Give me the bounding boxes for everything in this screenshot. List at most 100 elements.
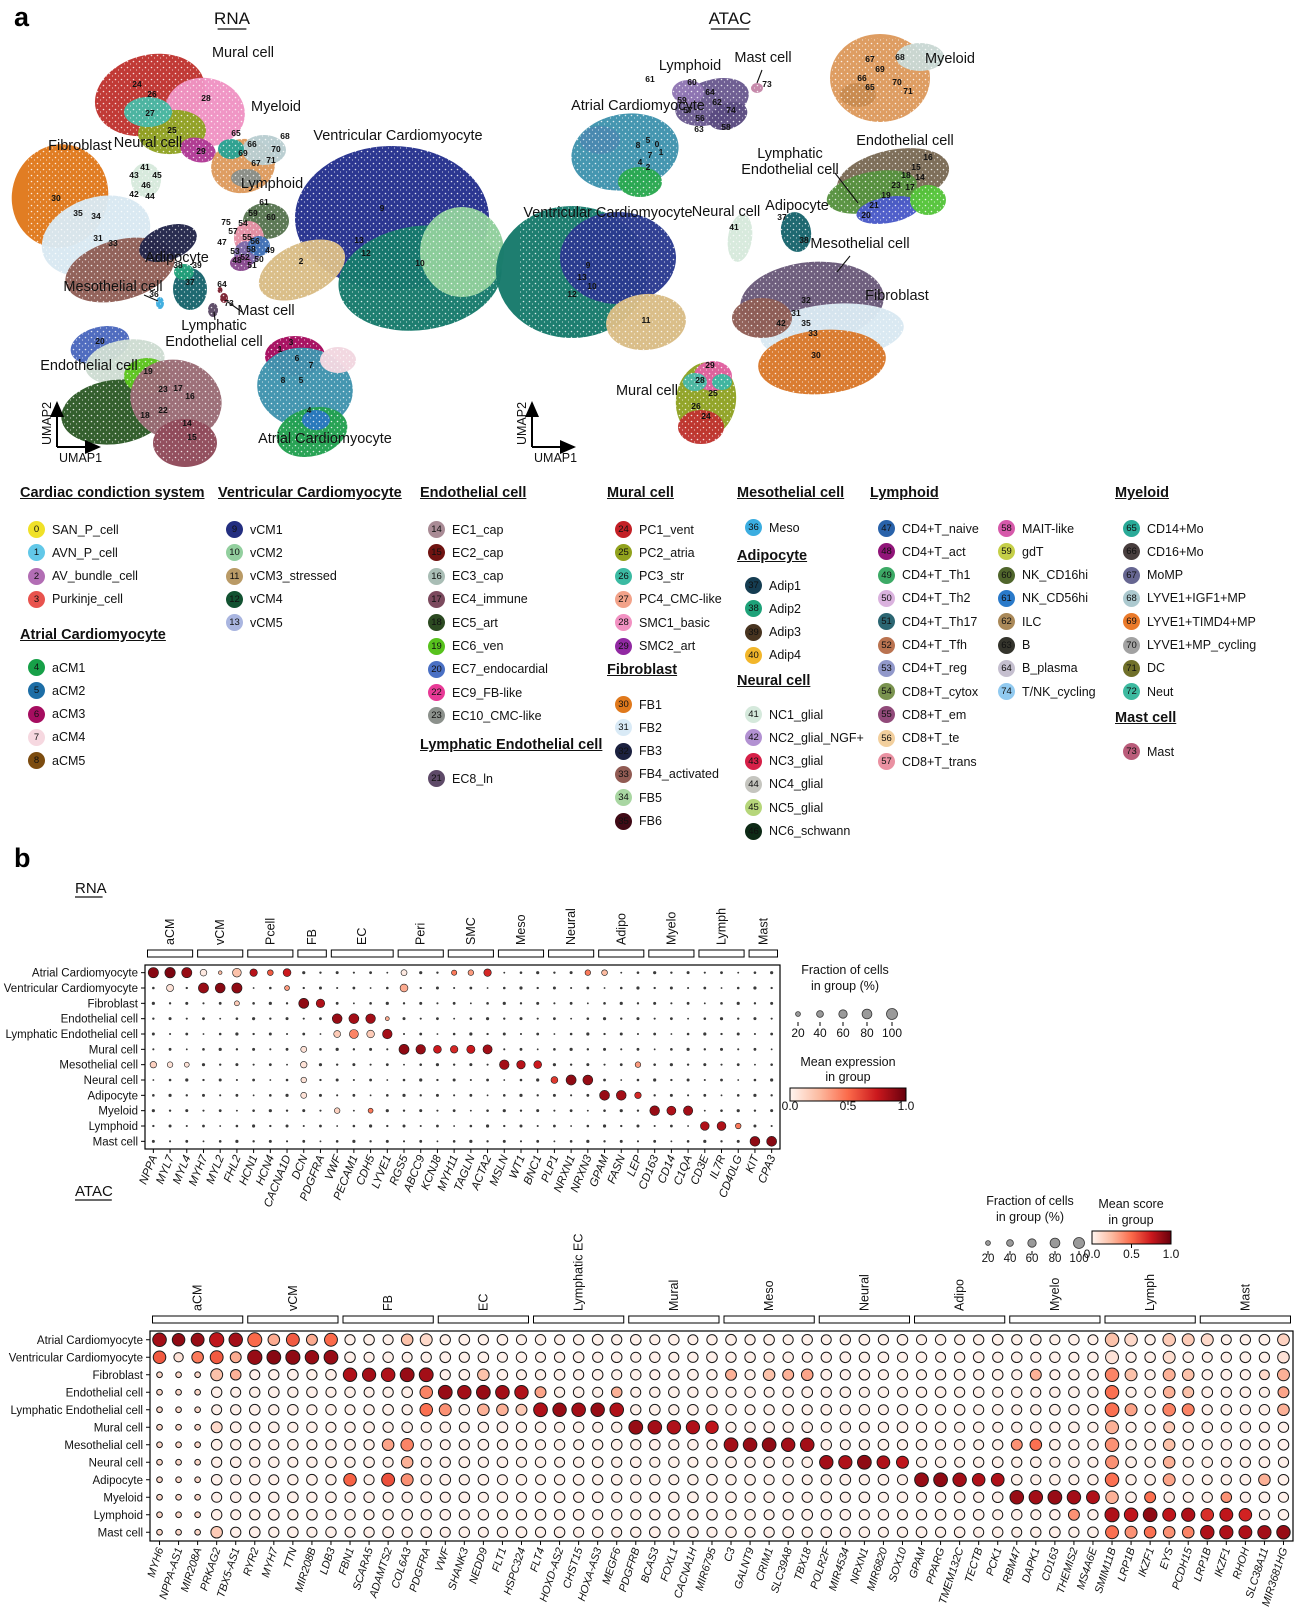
cluster-number: 13 bbox=[354, 235, 364, 245]
row-label: Myeloid bbox=[103, 1492, 143, 1504]
group-bracket bbox=[247, 949, 294, 958]
cluster-number: 52 bbox=[240, 252, 250, 262]
cluster-number: 25 bbox=[167, 125, 177, 135]
cluster-label: Fibroblast bbox=[865, 288, 929, 304]
cluster-label: Ventricular Cardiomyocyte bbox=[313, 128, 482, 144]
cluster-label: Mesothelial cell bbox=[63, 279, 162, 295]
atac_scores-title: ATAC bbox=[75, 1183, 113, 1200]
group-label: Lymph bbox=[1143, 1274, 1157, 1311]
cluster-number: 75 bbox=[221, 217, 231, 227]
cluster-number: 17 bbox=[173, 383, 183, 393]
cluster-number: 54 bbox=[238, 218, 248, 228]
group-bracket bbox=[748, 949, 778, 958]
gene-label: FLT1 bbox=[490, 1546, 509, 1573]
atac_scores-dotplot: ATAC Atrial Cardiomyocyte Ventricular Card… bbox=[9, 1183, 1294, 1608]
gene-label: EYS bbox=[1158, 1546, 1176, 1571]
svg-text:0.0: 0.0 bbox=[782, 1099, 799, 1113]
row-label: Endothelial cell bbox=[66, 1387, 143, 1399]
row-label: Mural cell bbox=[94, 1422, 143, 1434]
svg-text:Fraction of cells: Fraction of cells bbox=[986, 1194, 1074, 1208]
group-bracket bbox=[152, 1315, 244, 1324]
umap1-axis-label: UMAP1 bbox=[534, 451, 577, 465]
cluster-number: 61 bbox=[259, 197, 269, 207]
cluster-number: 20 bbox=[861, 210, 871, 220]
cluster-number: 18 bbox=[140, 410, 150, 420]
rna_markers-title: RNA bbox=[75, 880, 107, 897]
group-label: Lymph bbox=[715, 908, 729, 945]
point-cloud-texture bbox=[520, 38, 994, 462]
cluster-number: 30 bbox=[51, 193, 61, 203]
cluster-number: 33 bbox=[808, 328, 818, 338]
cluster-number: 65 bbox=[231, 128, 241, 138]
svg-text:1.0: 1.0 bbox=[1163, 1247, 1180, 1261]
cluster-number: 34 bbox=[91, 211, 101, 221]
cluster-number: 26 bbox=[691, 401, 701, 411]
gene-label: NEDD9 bbox=[467, 1546, 490, 1585]
gene-label: IKZF1 bbox=[1136, 1546, 1157, 1578]
cluster-number: 64 bbox=[705, 87, 715, 97]
cluster-number: 56 bbox=[695, 113, 705, 123]
cluster-label: Neural cell bbox=[692, 204, 761, 220]
cluster-label: Ventricular Cardiomyocyte bbox=[523, 205, 692, 221]
cluster-number: 61 bbox=[645, 74, 655, 84]
cluster-number: 53 bbox=[230, 246, 240, 256]
cluster-label: Mast cell bbox=[237, 303, 294, 319]
cluster-number: 50 bbox=[254, 254, 264, 264]
row-label: Lymphatic Endothelial cell bbox=[5, 1029, 138, 1041]
cluster-number: 70 bbox=[892, 77, 902, 87]
svg-text:0.5: 0.5 bbox=[1123, 1247, 1140, 1261]
gene-label: RYR2 bbox=[241, 1546, 261, 1577]
group-bracket bbox=[914, 1315, 1006, 1324]
svg-text:60: 60 bbox=[1026, 1253, 1039, 1265]
group-bracket bbox=[548, 949, 595, 958]
cluster-number: 6 bbox=[295, 353, 300, 363]
gene-label: LRP1B bbox=[1192, 1546, 1214, 1583]
cluster-number: 68 bbox=[895, 52, 905, 62]
svg-text:1.0: 1.0 bbox=[898, 1099, 915, 1113]
group-label: aCM bbox=[163, 919, 177, 945]
cluster-label: Adipocyte bbox=[145, 250, 209, 266]
row-label: Mast cell bbox=[93, 1136, 138, 1148]
cluster-number: 36 bbox=[149, 289, 159, 299]
cluster-number: 62 bbox=[712, 97, 722, 107]
svg-text:Mean expression: Mean expression bbox=[800, 1055, 895, 1069]
cluster-number: 1 bbox=[278, 344, 283, 354]
svg-text:in group: in group bbox=[1108, 1213, 1153, 1227]
cluster-number: 28 bbox=[695, 375, 705, 385]
cluster-number: 41 bbox=[729, 222, 739, 232]
group-bracket bbox=[147, 949, 194, 958]
cluster-number: 4 bbox=[307, 405, 312, 415]
cluster-number: 10 bbox=[587, 281, 597, 291]
group-label: SMC bbox=[464, 917, 478, 945]
panel-b-label: b bbox=[14, 843, 31, 873]
cluster-number: 15 bbox=[911, 162, 921, 172]
cluster-label: Mural cell bbox=[212, 45, 274, 61]
cluster-number: 24 bbox=[701, 411, 711, 421]
cluster-number: 51 bbox=[247, 260, 257, 270]
cluster-number: 44 bbox=[145, 191, 155, 201]
cluster-number: 60 bbox=[687, 77, 697, 87]
cluster-number: 71 bbox=[266, 155, 276, 165]
group-bracket bbox=[330, 949, 394, 958]
svg-text:100: 100 bbox=[1069, 1253, 1088, 1265]
cluster-number: 42 bbox=[129, 189, 139, 199]
cluster-number: 25 bbox=[708, 388, 718, 398]
rna-title: RNA bbox=[214, 9, 251, 28]
cluster-number: 35 bbox=[73, 208, 83, 218]
svg-text:in group (%): in group (%) bbox=[811, 979, 879, 993]
cluster-number: 68 bbox=[280, 131, 290, 141]
row-label: Neural cell bbox=[84, 1075, 138, 1087]
cluster-number: 60 bbox=[266, 212, 276, 222]
group-bracket bbox=[648, 949, 695, 958]
group-bracket bbox=[297, 949, 327, 958]
group-label: Adipo bbox=[614, 913, 628, 945]
cluster-number: 9 bbox=[586, 260, 591, 270]
cluster-number: 12 bbox=[567, 289, 577, 299]
rna_markers-fraction-legend: Fraction of cells in group (%) 20 40 60 80 100 bbox=[791, 963, 902, 1040]
atac-title: ATAC bbox=[709, 9, 752, 28]
cluster-number: 35 bbox=[801, 318, 811, 328]
svg-text:Fraction of cells: Fraction of cells bbox=[801, 963, 889, 977]
group-label: Neural bbox=[857, 1274, 871, 1311]
